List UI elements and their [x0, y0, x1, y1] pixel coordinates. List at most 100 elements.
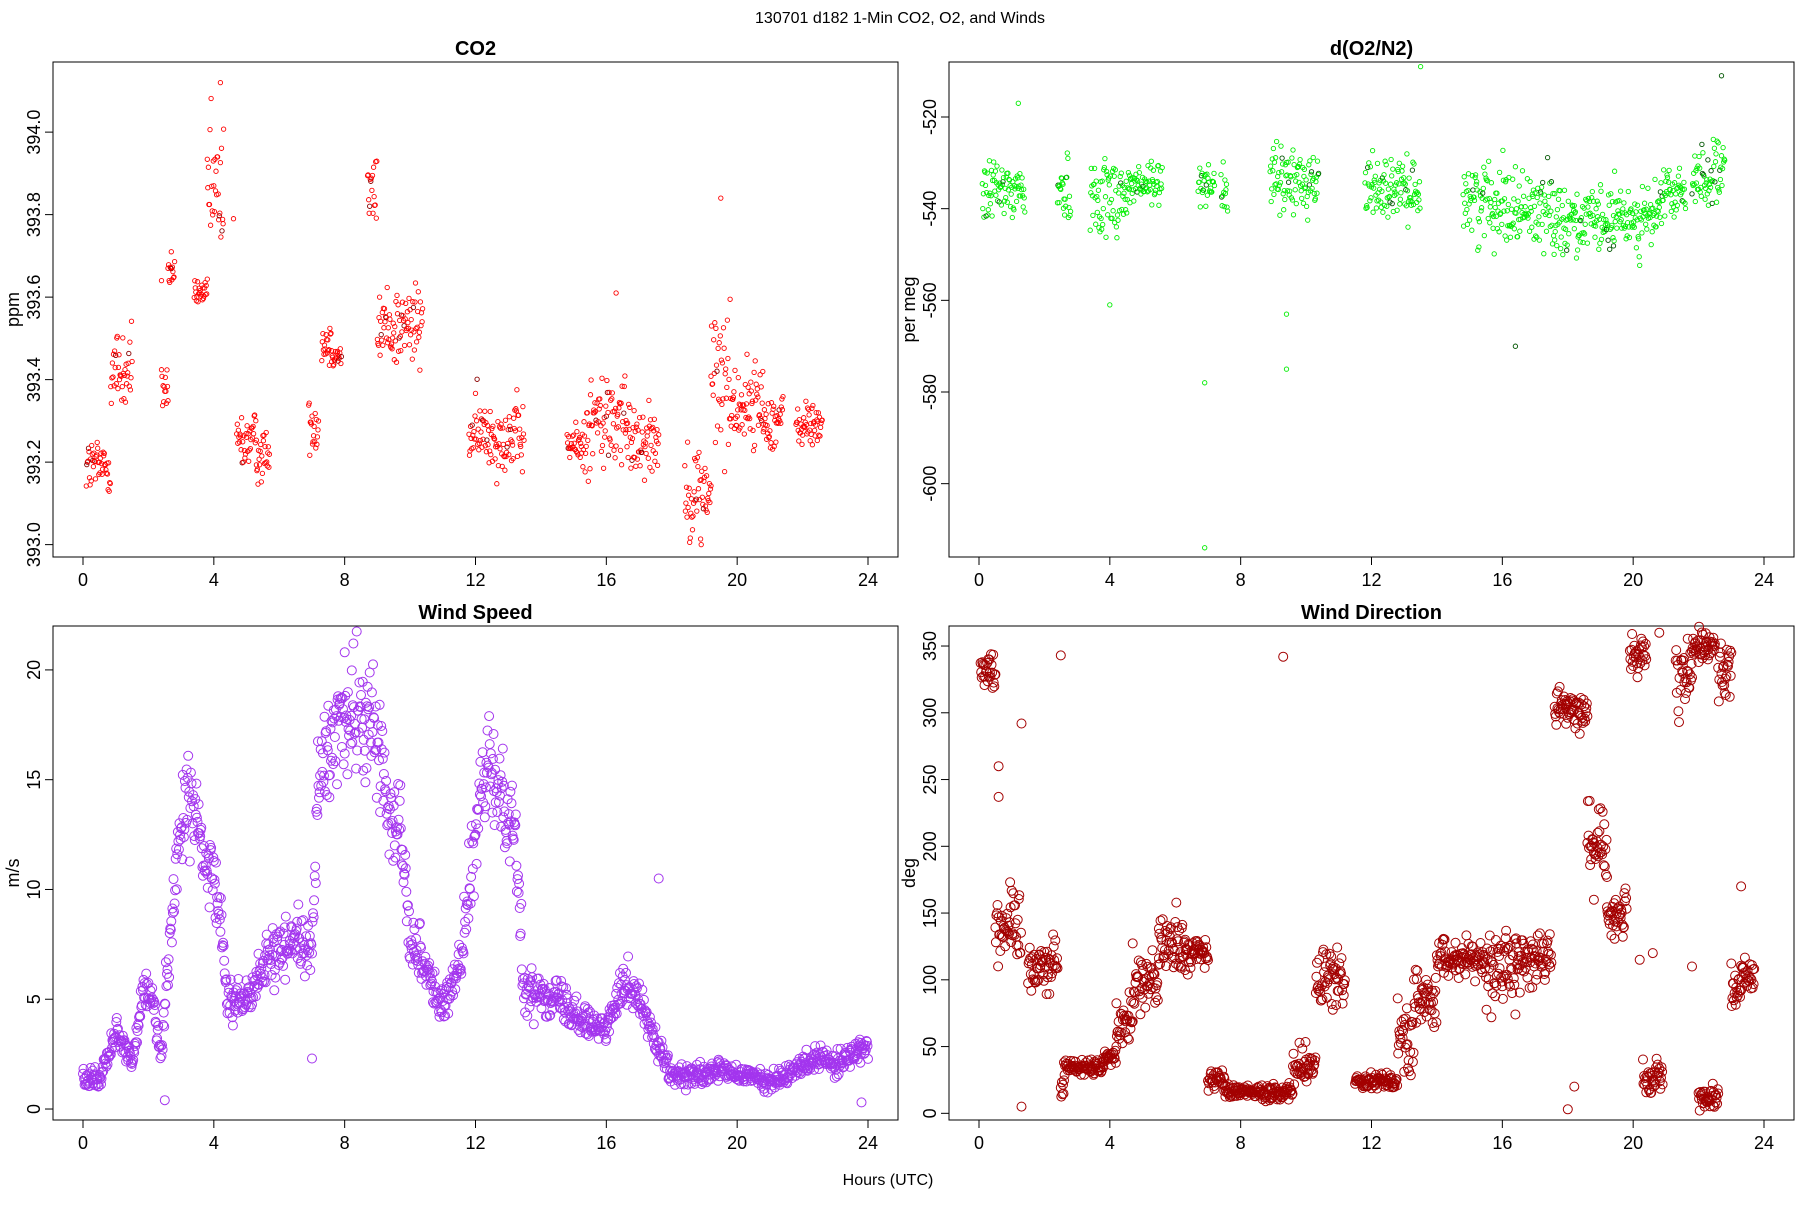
data-point	[1281, 187, 1287, 194]
data-point	[1494, 190, 1500, 196]
data-point	[1297, 1043, 1308, 1054]
data-point	[1577, 239, 1583, 245]
data-point	[1475, 938, 1486, 948]
data-point	[1558, 245, 1564, 252]
data-point	[1696, 627, 1707, 638]
data-point	[1611, 238, 1617, 244]
data-point	[993, 761, 1004, 772]
data-point	[307, 1053, 317, 1064]
data-point	[585, 437, 591, 444]
data-point	[580, 447, 587, 453]
data-point	[471, 428, 477, 435]
data-point	[1741, 973, 1752, 984]
data-point	[84, 461, 90, 468]
data-point	[483, 762, 494, 773]
data-point	[1689, 191, 1695, 197]
data-point	[801, 415, 807, 421]
data-point	[1510, 176, 1516, 182]
data-point	[482, 443, 488, 449]
data-point	[265, 450, 271, 456]
data-point	[625, 454, 631, 461]
data-point	[1372, 1083, 1382, 1094]
data-point	[506, 414, 512, 420]
data-point	[1573, 255, 1580, 261]
data-point	[396, 859, 407, 870]
data-point	[1090, 212, 1096, 219]
data-point	[651, 428, 657, 434]
data-point	[469, 422, 475, 428]
data-point	[1106, 182, 1112, 188]
data-point	[687, 539, 693, 546]
data-point	[533, 984, 544, 995]
data-point	[368, 659, 378, 670]
data-point	[1314, 158, 1321, 164]
data-point	[1488, 180, 1495, 186]
data-point	[1597, 849, 1608, 860]
data-point	[497, 446, 503, 452]
data-point	[1678, 653, 1689, 663]
panel-title: CO2	[455, 38, 496, 60]
data-point	[1052, 953, 1062, 964]
data-point	[337, 346, 343, 352]
data-point	[1307, 158, 1313, 164]
data-point	[395, 780, 406, 791]
x-axis: 0 4 8 12 16 20 24	[78, 557, 878, 590]
data-point	[587, 466, 593, 472]
data-point	[314, 434, 321, 440]
data-point	[328, 759, 339, 770]
data-point	[598, 448, 605, 455]
data-point	[1065, 155, 1071, 162]
data-point	[653, 1037, 664, 1048]
data-point	[1450, 937, 1461, 948]
data-point	[1290, 147, 1296, 153]
data-point	[1389, 173, 1395, 179]
data-point	[1128, 997, 1139, 1008]
data-point	[1007, 203, 1014, 210]
data-point	[1636, 642, 1647, 653]
data-point	[1111, 998, 1122, 1009]
data-point	[126, 1057, 136, 1068]
data-point	[515, 928, 526, 939]
data-point	[571, 991, 582, 1002]
y-tick-label: 250	[920, 765, 940, 795]
data-point	[485, 748, 496, 759]
data-point	[1336, 953, 1347, 964]
data-point	[488, 451, 494, 458]
data-point	[1668, 208, 1674, 215]
data-point	[1289, 155, 1295, 161]
data-point	[1383, 180, 1389, 186]
data-point	[1297, 183, 1304, 189]
data-point	[1028, 974, 1038, 985]
data-point	[703, 473, 710, 479]
data-point	[771, 403, 777, 409]
data-point	[476, 447, 482, 453]
y-axis-label: ppm	[3, 292, 23, 327]
data-point	[1378, 199, 1384, 205]
data-point	[336, 353, 342, 359]
data-point	[178, 832, 189, 843]
data-point	[1371, 185, 1377, 191]
data-point	[651, 416, 657, 422]
data-point	[336, 742, 347, 752]
data-point	[1520, 946, 1531, 957]
data-point	[748, 388, 754, 394]
data-point	[217, 210, 223, 216]
data-point	[1631, 224, 1637, 230]
data-point	[1718, 153, 1725, 159]
data-point	[505, 440, 511, 447]
data-point	[1579, 203, 1586, 210]
data-point	[636, 414, 643, 421]
data-point	[1337, 998, 1348, 1009]
data-point	[416, 334, 422, 340]
data-point	[400, 317, 407, 324]
data-point	[215, 191, 221, 197]
data-point	[1131, 198, 1137, 204]
data-point	[1719, 165, 1726, 172]
data-point	[1093, 221, 1099, 227]
data-point	[1522, 204, 1528, 210]
data-point	[992, 900, 1003, 910]
data-point	[1489, 210, 1496, 217]
data-point	[1611, 921, 1622, 932]
data-point	[1057, 185, 1063, 192]
y-tick-label: 300	[920, 698, 940, 728]
